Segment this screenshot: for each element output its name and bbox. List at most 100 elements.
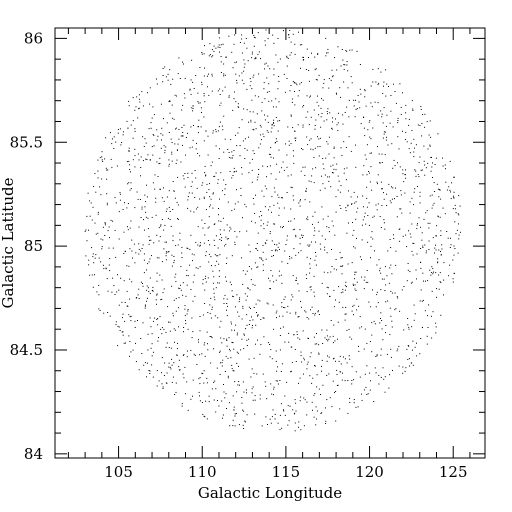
data-point [359, 88, 361, 90]
data-point [312, 168, 314, 170]
data-point [284, 91, 286, 93]
data-point [95, 254, 97, 256]
data-point [333, 268, 335, 270]
data-point [380, 376, 382, 378]
data-point [220, 337, 222, 339]
data-point [400, 106, 402, 108]
data-point [297, 124, 299, 126]
data-point [397, 162, 398, 164]
data-point [131, 239, 133, 241]
data-point [128, 314, 130, 316]
data-point [291, 294, 293, 296]
data-point [227, 201, 229, 203]
data-point [294, 422, 296, 424]
data-point [414, 346, 416, 348]
data-point [294, 53, 296, 55]
data-point [319, 137, 321, 139]
data-point [453, 176, 455, 178]
data-point [390, 315, 392, 317]
data-point [259, 124, 261, 126]
data-point [290, 220, 292, 222]
data-point [383, 107, 385, 109]
data-point [153, 145, 155, 147]
data-point [352, 234, 354, 236]
data-point [251, 392, 253, 394]
data-point [392, 370, 393, 371]
data-point [167, 306, 169, 308]
data-point [341, 379, 343, 381]
data-point [332, 358, 334, 360]
data-point [435, 244, 436, 246]
data-point [226, 345, 228, 347]
data-point [270, 156, 272, 158]
data-point [148, 128, 150, 130]
data-point [408, 358, 410, 360]
data-point [219, 37, 221, 39]
data-point [318, 314, 320, 315]
data-point [242, 307, 244, 309]
data-point [97, 159, 99, 161]
data-point [226, 238, 228, 240]
data-point [233, 348, 235, 350]
data-point [359, 376, 361, 378]
data-point [386, 353, 388, 355]
data-point [240, 187, 242, 189]
data-point [363, 389, 365, 391]
data-point [286, 381, 288, 383]
data-point [390, 202, 392, 204]
data-point [332, 335, 334, 337]
data-point [236, 332, 238, 334]
data-point [429, 144, 431, 146]
data-point [366, 270, 368, 271]
data-point [208, 226, 210, 228]
data-point [156, 303, 157, 305]
data-point [390, 356, 392, 358]
data-point [158, 227, 160, 229]
data-point [259, 353, 261, 355]
data-point [430, 157, 432, 158]
data-point [127, 203, 129, 204]
data-point [109, 132, 111, 134]
data-point [204, 223, 206, 224]
data-point [238, 365, 239, 367]
data-point [342, 114, 344, 116]
data-point [235, 306, 236, 308]
data-point [282, 161, 284, 163]
data-point [129, 227, 131, 229]
data-point [349, 49, 351, 51]
data-point [228, 152, 230, 153]
data-point [258, 73, 260, 75]
data-point [236, 294, 238, 296]
data-point [177, 149, 178, 151]
data-point [201, 353, 203, 355]
data-point [138, 298, 140, 299]
data-point [345, 147, 347, 148]
data-point [399, 310, 401, 312]
data-point [175, 273, 177, 275]
data-point [243, 70, 245, 72]
data-point [192, 108, 194, 109]
data-point [290, 208, 292, 210]
data-point [443, 262, 445, 264]
data-point [88, 259, 90, 261]
data-point [328, 87, 330, 89]
data-point [274, 413, 276, 415]
data-point [353, 105, 355, 107]
data-point [380, 110, 382, 112]
data-point [272, 34, 274, 36]
data-point [290, 371, 292, 373]
data-point [322, 183, 324, 185]
data-point [130, 220, 132, 222]
data-point [356, 237, 357, 239]
data-point [104, 158, 106, 160]
data-point [165, 146, 167, 148]
data-point [329, 295, 331, 297]
data-point [337, 122, 339, 124]
data-point [253, 372, 255, 374]
data-point [257, 53, 259, 55]
data-point [201, 184, 203, 186]
data-point [335, 211, 337, 213]
data-point [325, 55, 327, 57]
data-point [303, 357, 305, 359]
data-point [426, 343, 428, 345]
